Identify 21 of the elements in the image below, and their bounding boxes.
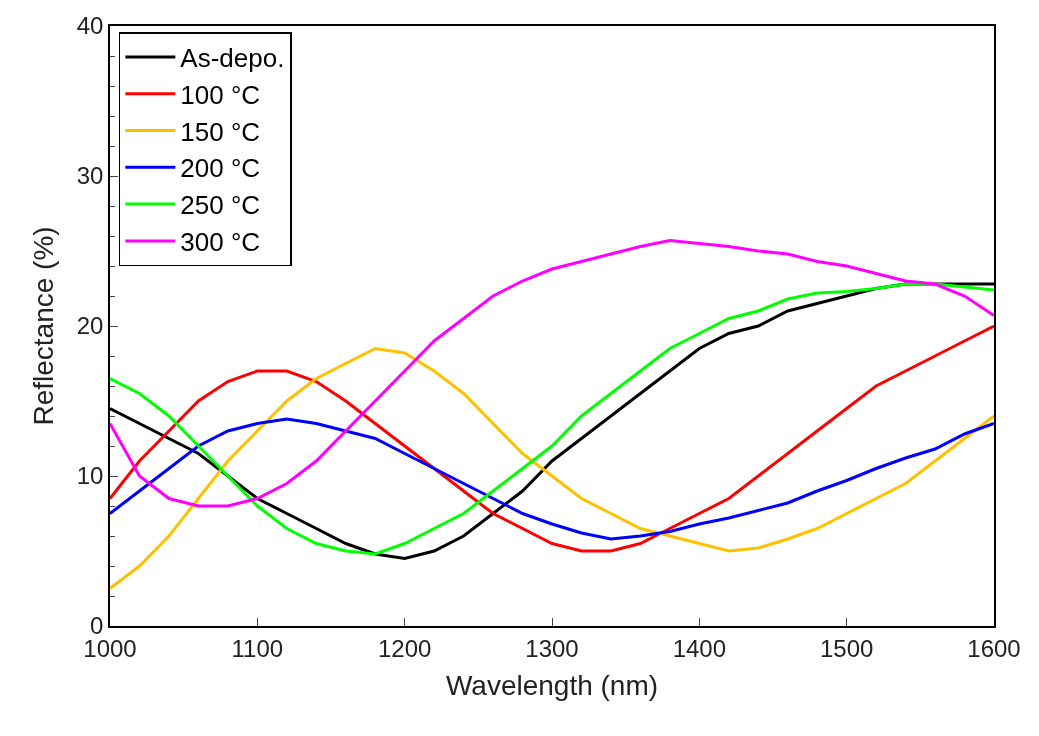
legend-label: 200 °C (180, 153, 261, 184)
y-axis-title: Reflectance (%) (27, 226, 59, 426)
y-tick-label: 40 (76, 12, 104, 40)
y-tick-label: 20 (76, 312, 104, 340)
x-axis-title: Wavelength (nm) (445, 670, 659, 702)
line-series (110, 347, 994, 590)
legend-label: 100 °C (180, 79, 261, 110)
y-tick-label: 10 (76, 462, 104, 490)
x-tick-label: 1500 (819, 634, 874, 662)
legend-label: As-depo. (180, 43, 285, 74)
x-tick-label: 1100 (231, 634, 284, 662)
legend-label: 250 °C (180, 190, 261, 221)
line-series (110, 417, 994, 541)
legend-label: 150 °C (180, 116, 261, 147)
x-tick-label: 1400 (672, 634, 727, 662)
legend-label: 300 °C (180, 227, 261, 258)
x-tick-label: 1300 (525, 634, 579, 662)
line-series (110, 324, 994, 553)
y-tick-label: 30 (76, 162, 104, 190)
x-tick-label: 1200 (377, 634, 432, 662)
x-tick-label: 1600 (967, 634, 1021, 662)
